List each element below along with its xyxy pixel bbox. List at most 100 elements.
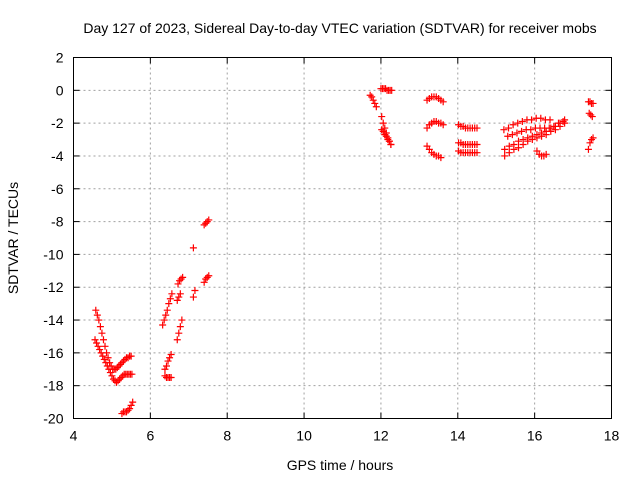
data-point xyxy=(381,124,389,132)
data-point xyxy=(200,221,208,229)
data-point xyxy=(366,91,374,99)
data-point xyxy=(123,408,131,416)
data-point xyxy=(547,127,555,135)
data-point xyxy=(550,122,558,130)
x-tick-label: 12 xyxy=(373,428,389,444)
data-point xyxy=(101,342,109,350)
data-point xyxy=(179,273,187,281)
data-point xyxy=(165,300,173,308)
y-tick-labels: 2 0 -2 -4 -6 -8 -10 -12 -14 -16 -18 -20 xyxy=(43,50,63,427)
series-arc-f xyxy=(161,372,175,381)
data-point xyxy=(513,129,521,137)
y-tick-label: 0 xyxy=(56,82,64,98)
series-arc-ac xyxy=(584,98,597,107)
data-point xyxy=(108,372,116,380)
data-point xyxy=(93,339,101,347)
data-point xyxy=(112,365,120,373)
data-point xyxy=(166,295,174,303)
data-point xyxy=(589,134,597,142)
series-arc-t xyxy=(423,142,445,162)
data-point xyxy=(116,375,124,383)
y-tick-label: -4 xyxy=(51,148,64,164)
data-point xyxy=(109,375,117,383)
data-point xyxy=(381,131,389,139)
data-point xyxy=(473,149,481,157)
data-point xyxy=(515,144,523,152)
data-point xyxy=(203,273,211,281)
data-point xyxy=(160,316,168,324)
data-point xyxy=(379,119,387,127)
data-point xyxy=(505,124,513,132)
data-point xyxy=(371,99,379,107)
data-point xyxy=(159,321,167,329)
data-point xyxy=(124,406,132,414)
data-point xyxy=(528,116,536,124)
series-arc-g xyxy=(173,290,184,304)
series-arc-i xyxy=(173,316,186,344)
series-arc-l xyxy=(200,216,213,229)
series-arc-ad xyxy=(585,109,596,121)
y-axis-title: SDTVAR / TECUs xyxy=(5,182,21,294)
data-point xyxy=(551,126,559,134)
data-point xyxy=(545,124,553,132)
data-point xyxy=(96,346,104,354)
data-point xyxy=(106,369,114,377)
data-point xyxy=(119,357,127,365)
y-tick-label: -8 xyxy=(51,214,64,230)
data-point xyxy=(587,111,595,119)
y-tick-label: -10 xyxy=(43,246,63,262)
series-arc-e xyxy=(161,351,175,373)
series-arc-u xyxy=(455,121,481,132)
data-point xyxy=(202,219,210,227)
series-arc-j xyxy=(189,287,199,301)
x-tick-label: 10 xyxy=(296,428,312,444)
x-axis-title: GPS time / hours xyxy=(287,457,394,473)
series-arc-m xyxy=(200,272,213,286)
y-tick-label: -6 xyxy=(51,181,64,197)
data-point xyxy=(372,103,380,111)
data-point xyxy=(542,150,550,158)
data-point xyxy=(589,99,597,107)
data-point xyxy=(437,154,445,162)
x-tick-label: 8 xyxy=(223,428,231,444)
series-arc-b xyxy=(91,336,136,386)
data-point xyxy=(515,137,523,145)
y-tick-label: 2 xyxy=(56,50,64,66)
data-point xyxy=(500,126,508,134)
data-point xyxy=(546,116,554,124)
y-tick-label: -2 xyxy=(51,115,64,131)
data-point xyxy=(99,352,107,360)
data-point xyxy=(178,316,186,324)
x-tick-labels: 4 6 8 10 12 14 16 18 xyxy=(70,428,620,444)
data-point xyxy=(384,136,392,144)
data-point xyxy=(518,117,526,125)
data-point xyxy=(514,119,522,127)
data-point xyxy=(473,124,481,132)
data-point xyxy=(167,351,175,359)
data-point xyxy=(559,117,567,125)
data-point xyxy=(173,296,181,304)
data-point xyxy=(93,311,101,319)
data-point xyxy=(128,370,136,378)
data-point xyxy=(173,336,181,344)
grid-layer xyxy=(73,57,612,419)
data-point xyxy=(126,405,134,413)
chart-title: Day 127 of 2023, Sidereal Day-to-day VTE… xyxy=(83,20,596,36)
data-point xyxy=(115,362,123,370)
data-point xyxy=(505,142,513,150)
data-point xyxy=(118,410,126,418)
data-point xyxy=(439,98,447,106)
data-point xyxy=(203,218,211,226)
y-tick-label: -20 xyxy=(43,411,63,427)
data-point xyxy=(205,272,213,280)
data-point xyxy=(176,323,184,331)
data-point xyxy=(100,355,108,363)
data-point xyxy=(554,119,562,127)
data-points xyxy=(91,85,597,418)
data-point xyxy=(174,280,182,288)
data-point xyxy=(95,316,103,324)
data-point xyxy=(175,329,183,337)
series-arc-ab xyxy=(533,147,550,160)
data-point xyxy=(189,293,197,301)
